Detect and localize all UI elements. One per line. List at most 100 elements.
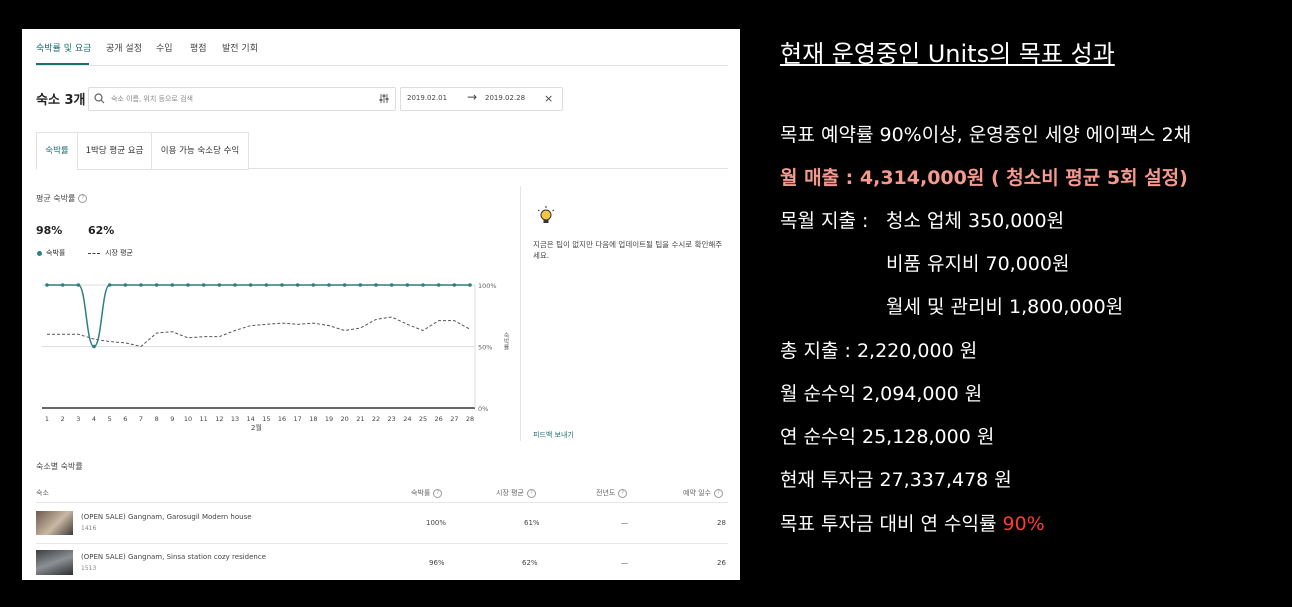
search-placeholder: 숙소 이름, 위치 등으로 검색 (111, 95, 193, 103)
x-tick-label: 2 (61, 415, 65, 423)
active-tab-underline (36, 63, 89, 65)
help-icon[interactable]: ? (714, 488, 723, 498)
start-date[interactable]: 2019.02.01 (407, 94, 448, 102)
listing-thumbnail (36, 550, 73, 575)
x-tick-label: 9 (170, 415, 174, 423)
nav-divider (36, 65, 728, 66)
feedback-link[interactable]: 피드백 보내기 (533, 431, 574, 439)
data-point-occupancy (468, 283, 472, 287)
x-tick-label: 8 (155, 415, 159, 423)
data-point-occupancy (60, 283, 65, 287)
x-tick-label: 25 (419, 415, 427, 423)
x-tick-label: 11 (200, 415, 208, 423)
legend-market-marker (88, 253, 100, 254)
help-icon[interactable]: ? (527, 488, 536, 498)
listing-market: 61% (524, 519, 540, 527)
summary-line-roi: 목표 투자금 대비 연 수익률 90% (780, 513, 1045, 535)
legend-market-label: 시장 평균 (105, 249, 133, 257)
data-point-occupancy (342, 283, 347, 287)
listing-name[interactable]: (OPEN SALE) Gangnam, Garosugil Modern ho… (81, 513, 252, 521)
y-tick-label: 0% (478, 405, 488, 413)
x-tick-label: 10 (184, 415, 192, 423)
summary-line-monthly-profit: 월 순수익 2,094,000 원 (780, 383, 983, 405)
own-occupancy-value: 98% (36, 224, 63, 237)
help-icon[interactable]: ? (433, 488, 443, 498)
tab-occupancy-rates[interactable]: 숙박률 및 요금 (36, 44, 92, 54)
filter-icon[interactable] (379, 93, 389, 104)
end-date[interactable]: 2019.02.28 (485, 94, 526, 102)
subtab-occupancy[interactable]: 숙박률 (36, 132, 78, 170)
listing-occupancy: 96% (429, 559, 445, 567)
performance-summary: 현재 운영중인 Units의 목표 성과 목표 예약률 90%이상, 운영중인 … (780, 0, 1290, 607)
summary-line-supplies: 비품 유지비 70,000원 (886, 253, 1070, 275)
help-icon[interactable]: ? (78, 194, 88, 203)
tab-earnings[interactable]: 수입 (156, 44, 173, 54)
table-row[interactable]: (OPEN SALE) Gangnam, Sinsa station cozy … (22, 544, 740, 580)
close-icon[interactable]: × (544, 92, 554, 105)
summary-line-expense-label: 목월 지출 : (780, 210, 869, 232)
tip-text: 지금은 팁이 없지만 다음에 업데이트될 팁을 수시로 확인해주세요. (533, 240, 723, 260)
data-point-occupancy (421, 283, 425, 287)
data-point-occupancy (436, 283, 441, 287)
x-tick-label: 26 (435, 415, 443, 423)
summary-line-revenue: 월 매출 : 4,314,000원 ( 청소비 평균 5회 설정) (780, 167, 1188, 189)
month-label: 2월 (251, 424, 262, 432)
x-tick-label: 19 (325, 415, 333, 423)
x-tick-label: 23 (388, 415, 396, 423)
table-divider (36, 502, 728, 503)
data-point-occupancy (233, 283, 237, 287)
series-line-occupancy (46, 284, 470, 348)
data-point-occupancy (45, 283, 49, 287)
listing-thumbnail (36, 511, 73, 535)
tab-reviews[interactable]: 평점 (190, 44, 207, 54)
date-range-picker[interactable]: 2019.02.01 → 2019.02.28 × (400, 87, 563, 111)
search-input[interactable]: 숙소 이름, 위치 등으로 검색 (88, 87, 396, 111)
y-tick-label: 100% (478, 282, 497, 290)
col-header-occupancy: 숙박률? (411, 488, 443, 498)
x-tick-label: 6 (123, 415, 127, 423)
data-point-occupancy (76, 283, 81, 287)
data-point-occupancy (186, 283, 190, 287)
listing-market: 62% (522, 559, 538, 567)
tab-visibility[interactable]: 공개 설정 (106, 44, 142, 54)
data-point-occupancy (123, 283, 128, 287)
data-point-occupancy (452, 283, 457, 287)
data-point-occupancy (295, 283, 300, 287)
summary-line-investment: 현재 투자금 27,337,478 원 (780, 469, 1012, 491)
x-tick-label: 22 (372, 415, 380, 423)
listing-nights: 28 (717, 519, 726, 527)
data-point-occupancy (280, 283, 284, 287)
hosting-dashboard-panel: 숙박률 및 요금 공개 설정 수입 평점 발전 기회 숙소 3개 숙소 이름, … (22, 29, 740, 580)
summary-line-annual-profit: 연 순수익 25,128,000 원 (780, 426, 995, 448)
x-tick-label: 24 (403, 415, 411, 423)
x-tick-label: 1 (45, 415, 49, 423)
data-point-occupancy (311, 283, 316, 287)
data-point-occupancy (170, 283, 175, 287)
data-point-occupancy (201, 283, 206, 287)
market-occupancy-value: 62% (88, 224, 115, 237)
summary-title: 현재 운영중인 Units의 목표 성과 (780, 40, 1115, 68)
data-point-occupancy (389, 283, 394, 287)
legend-own-marker (37, 251, 42, 256)
data-point-occupancy (327, 283, 331, 287)
x-tick-label: 28 (466, 415, 474, 423)
occupancy-line-chart: 100%50%0%1 2 3 4 5 6 7 8 9 10 11 12 13 14 15 16 17 18 19 20… (42, 282, 497, 423)
data-point-occupancy (358, 283, 363, 287)
table-row[interactable]: (OPEN SALE) Gangnam, Garosugil Modern ho… (22, 503, 740, 543)
data-point-occupancy (217, 283, 222, 287)
summary-line-total-expense: 총 지출 : 2,220,000 원 (780, 340, 978, 362)
x-tick-label: 3 (76, 415, 80, 423)
help-icon[interactable]: ? (618, 488, 628, 498)
data-point-occupancy (139, 283, 143, 287)
subtab-revpar[interactable]: 이용 가능 숙소당 수익 (151, 132, 249, 170)
col-header-last-year: 전년도? (596, 488, 628, 498)
subtab-avg-nightly-rate[interactable]: 1박당 평균 요금 (77, 132, 152, 170)
subtab-divider (36, 168, 728, 169)
summary-line-cleaning: 청소 업체 350,000원 (886, 210, 1065, 232)
listing-last-year: — (621, 519, 628, 527)
roi-value: 90% (1002, 513, 1045, 535)
tab-opportunities[interactable]: 발전 기회 (222, 44, 258, 54)
series-line-market (47, 316, 471, 348)
data-point-occupancy (405, 283, 410, 287)
listing-name[interactable]: (OPEN SALE) Gangnam, Sinsa station cozy … (81, 553, 267, 561)
